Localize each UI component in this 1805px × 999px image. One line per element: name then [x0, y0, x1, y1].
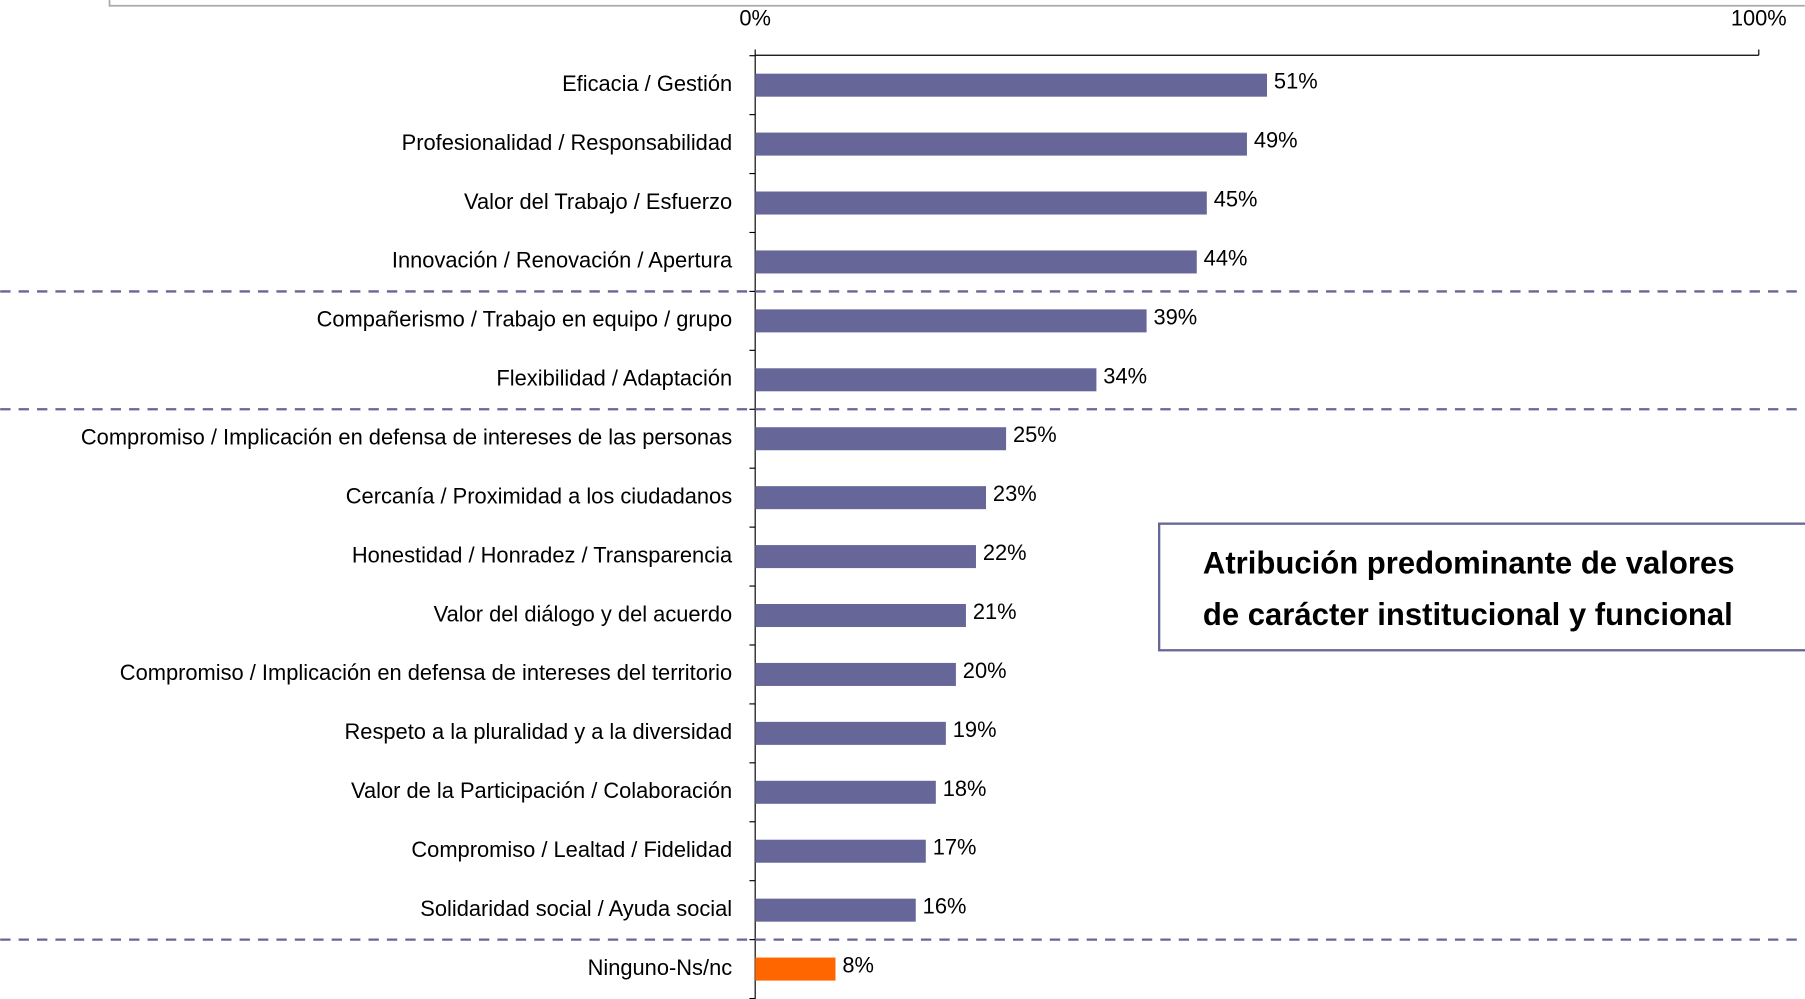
y-tick-label: Valor del diálogo y del acuerdo [434, 601, 733, 626]
bar [755, 721, 946, 745]
bar [755, 780, 936, 804]
value-label: 20% [963, 658, 1007, 683]
annotation: de carácter institucional y funcional [1203, 597, 1733, 632]
value-label: 21% [973, 599, 1017, 624]
y-tick-label: Compañerismo / Trabajo en equipo / grupo [317, 307, 733, 332]
value-label: 22% [983, 540, 1027, 565]
value-label: 18% [943, 776, 987, 801]
bar [755, 839, 926, 863]
bar [755, 250, 1197, 274]
y-tick-label: Flexibilidad / Adaptación [496, 366, 732, 391]
value-label: 44% [1204, 245, 1248, 270]
annotation: Atribución predominante de valores [1203, 545, 1735, 580]
value-label: 49% [1254, 128, 1298, 153]
bar [755, 662, 956, 686]
y-tick-label: Compromiso / Implicación en defensa de i… [120, 660, 732, 685]
bar [755, 309, 1147, 333]
bar [755, 191, 1207, 215]
value-label: 23% [993, 481, 1037, 506]
y-tick-label: Compromiso / Implicación en defensa de i… [81, 425, 732, 450]
bar [755, 957, 836, 981]
value-label: 51% [1274, 69, 1318, 94]
bar [755, 427, 1007, 451]
x-tick-label: 0% [739, 5, 771, 30]
value-label: 19% [953, 717, 997, 742]
bar [755, 486, 987, 510]
y-tick-label: Innovación / Renovación / Apertura [392, 248, 733, 273]
value-label: 25% [1013, 422, 1057, 447]
value-label: 17% [933, 835, 977, 860]
value-label: 8% [842, 953, 874, 978]
y-tick-label: Honestidad / Honradez / Transparencia [352, 542, 733, 567]
y-tick-label: Ninguno-Ns/nc [588, 955, 733, 980]
y-tick-label: Compromiso / Lealtad / Fidelidad [411, 837, 732, 862]
value-label: 34% [1103, 363, 1147, 388]
bar [755, 368, 1097, 392]
value-label: 45% [1214, 187, 1258, 212]
bar [755, 604, 966, 628]
value-label: 16% [923, 894, 967, 919]
bar [755, 73, 1268, 97]
value-label: 39% [1153, 304, 1197, 329]
frame [108, 0, 1805, 7]
y-tick-label: Profesionalidad / Responsabilidad [402, 130, 733, 155]
annotation-box [1158, 522, 1805, 652]
y-tick-label: Respeto a la pluralidad y a la diversida… [345, 719, 733, 744]
y-tick-label: Valor del Trabajo / Esfuerzo [464, 189, 732, 214]
bar [755, 898, 916, 922]
y-tick-label: Cercanía / Proximidad a los ciudadanos [346, 483, 732, 508]
y-tick-label: Valor de la Participación / Colaboración [351, 778, 732, 803]
y-tick-label: Solidaridad social / Ayuda social [420, 896, 732, 921]
y-tick-label: Eficacia / Gestión [562, 71, 732, 96]
x-tick-label: 100% [1731, 5, 1787, 30]
bar [755, 545, 976, 569]
bar [755, 132, 1247, 156]
